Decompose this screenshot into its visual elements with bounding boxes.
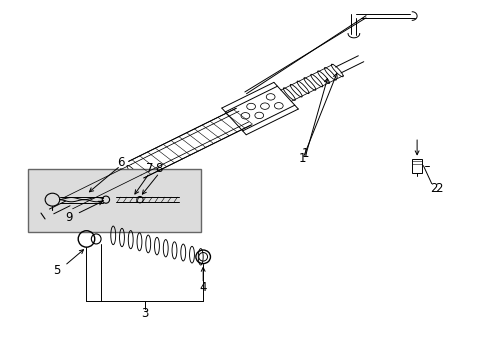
Text: 4: 4 bbox=[199, 281, 206, 294]
Text: 9: 9 bbox=[65, 211, 73, 224]
Text: 7: 7 bbox=[145, 162, 153, 175]
FancyBboxPatch shape bbox=[28, 169, 201, 232]
Bar bbox=[411, 158, 422, 173]
Text: 2: 2 bbox=[434, 183, 442, 195]
Text: 1: 1 bbox=[299, 152, 306, 165]
Text: 5: 5 bbox=[54, 264, 61, 276]
Text: 2: 2 bbox=[429, 183, 437, 195]
Text: 6: 6 bbox=[117, 156, 124, 168]
Text: 8: 8 bbox=[155, 162, 163, 175]
Text: 1: 1 bbox=[301, 147, 308, 160]
Text: 3: 3 bbox=[141, 307, 148, 320]
